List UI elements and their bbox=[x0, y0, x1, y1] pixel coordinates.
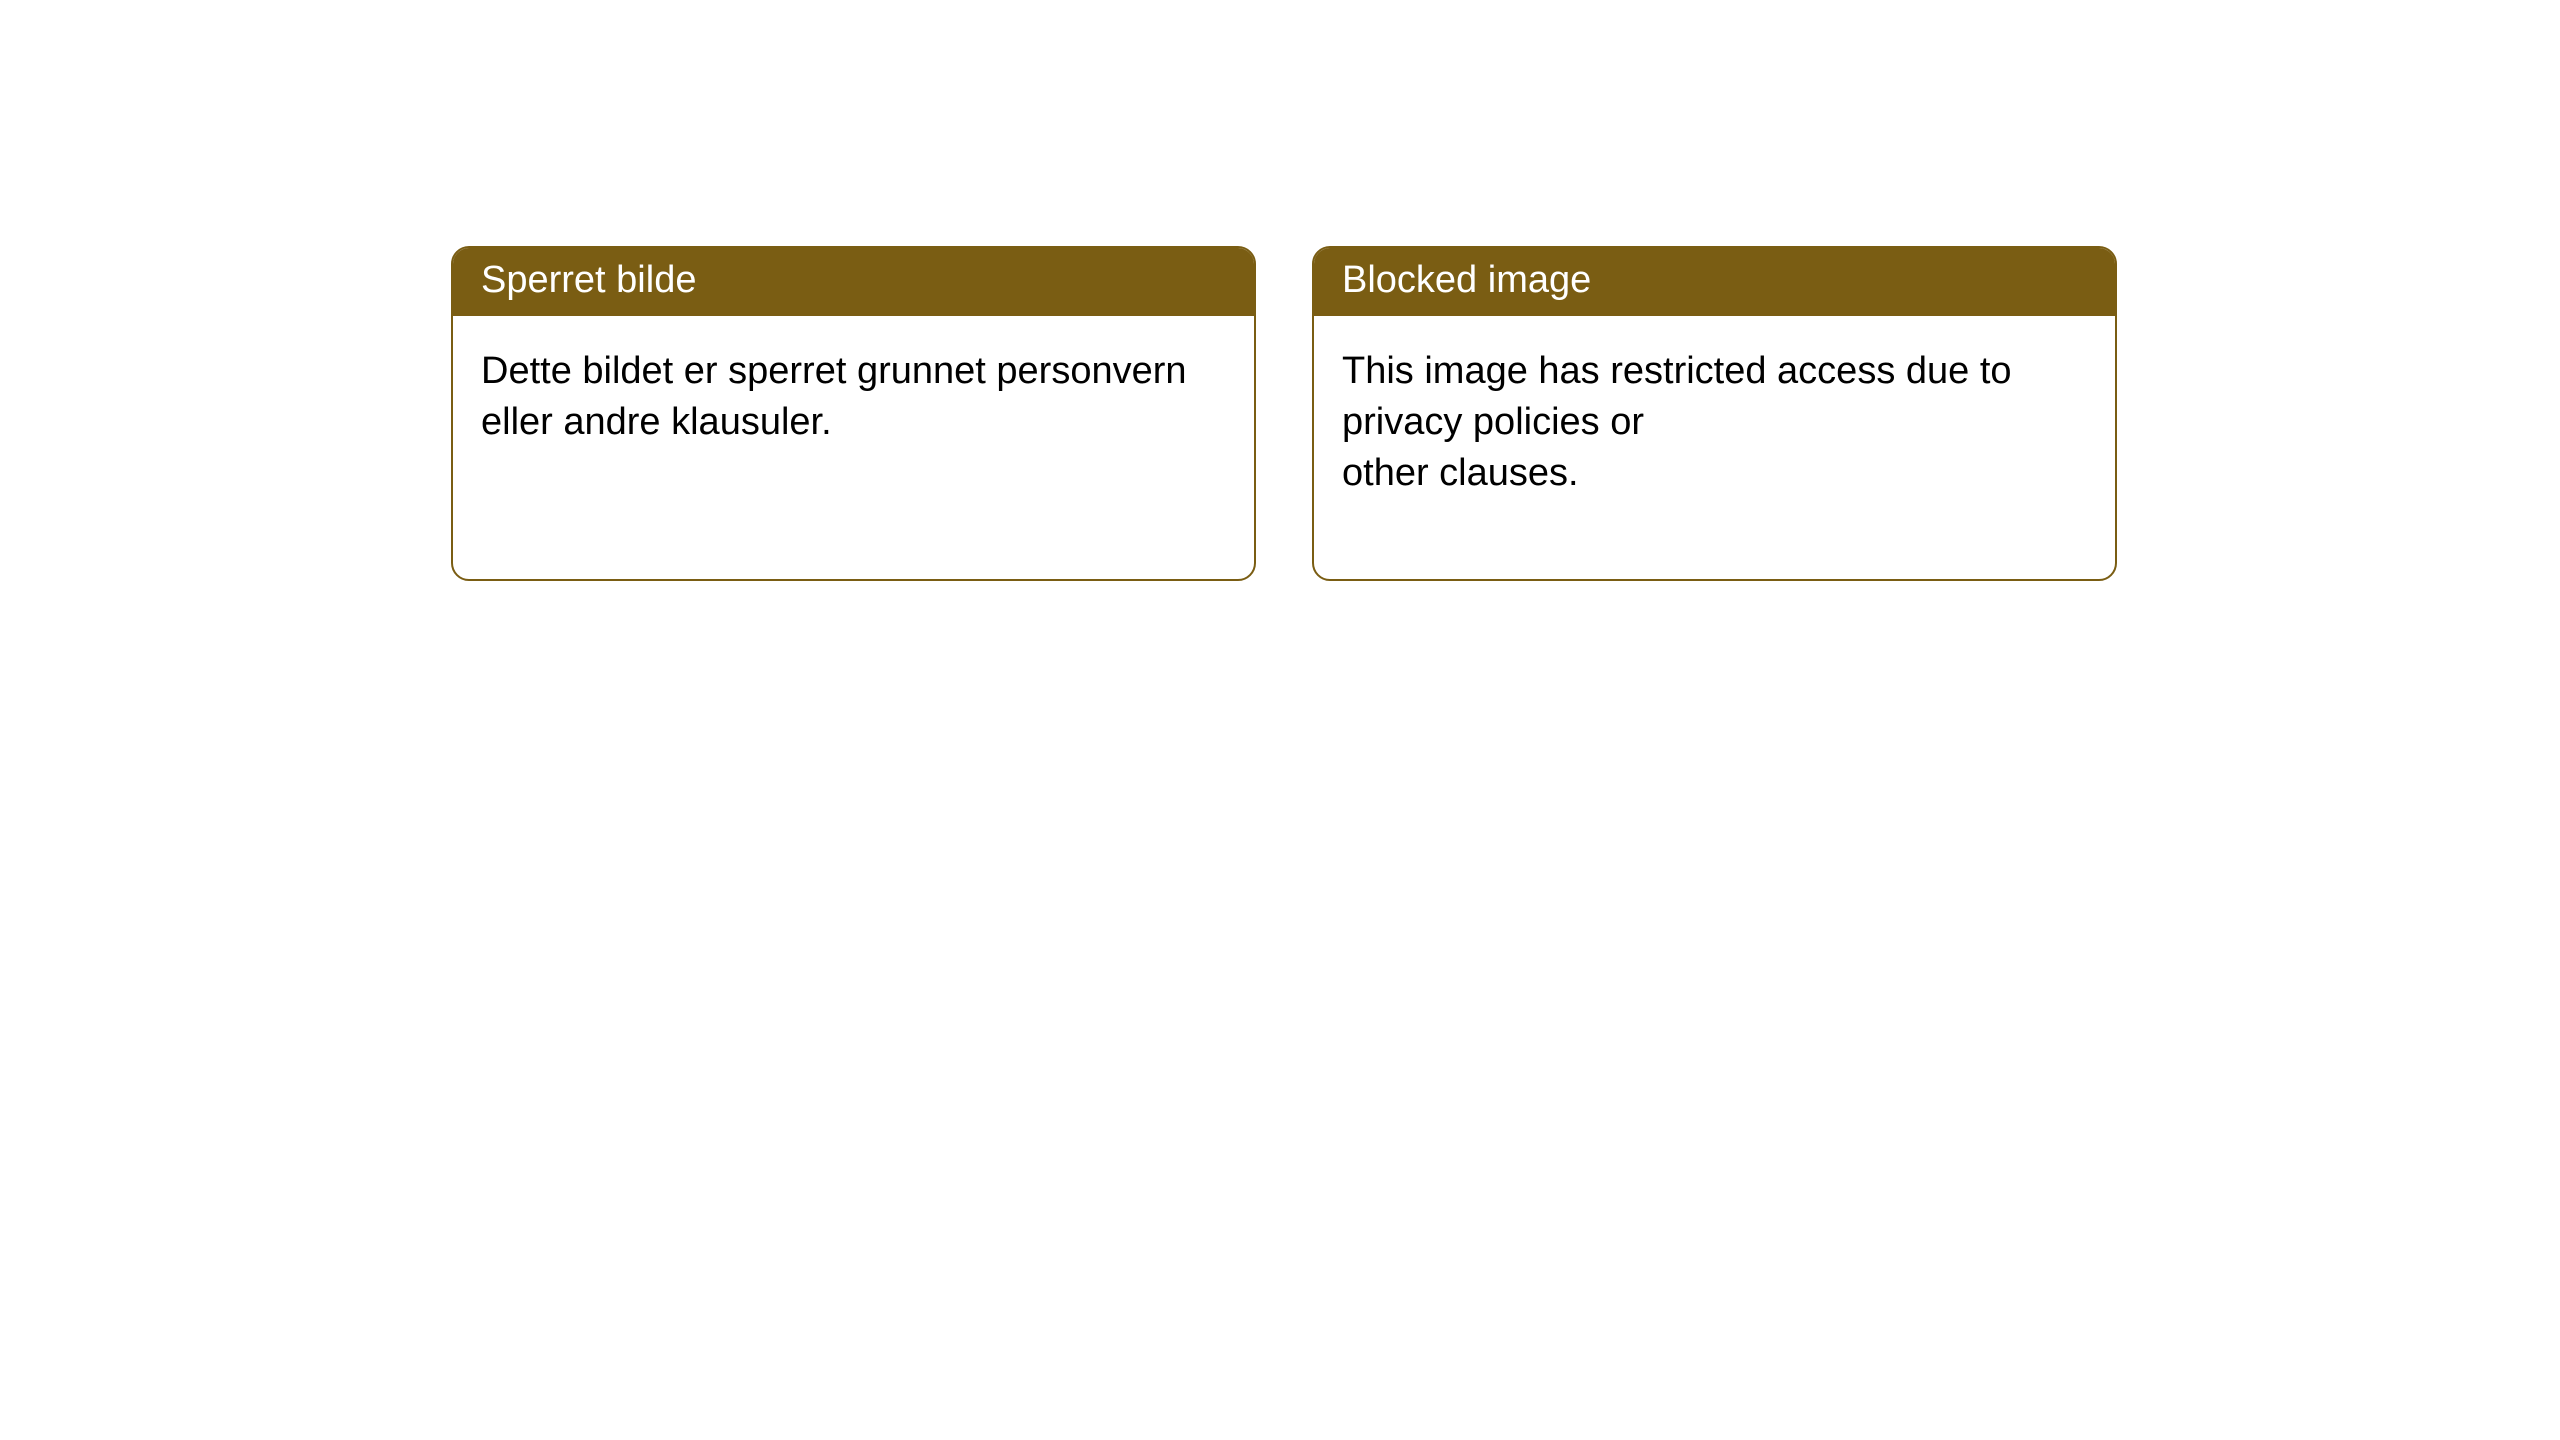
notice-card-norwegian: Sperret bilde Dette bildet er sperret gr… bbox=[451, 246, 1256, 581]
notice-body: This image has restricted access due to … bbox=[1314, 316, 2115, 530]
notice-body: Dette bildet er sperret grunnet personve… bbox=[453, 316, 1254, 479]
notices-container: Sperret bilde Dette bildet er sperret gr… bbox=[451, 246, 2117, 581]
notice-card-english: Blocked image This image has restricted … bbox=[1312, 246, 2117, 581]
notice-title: Sperret bilde bbox=[453, 248, 1254, 316]
notice-title: Blocked image bbox=[1314, 248, 2115, 316]
